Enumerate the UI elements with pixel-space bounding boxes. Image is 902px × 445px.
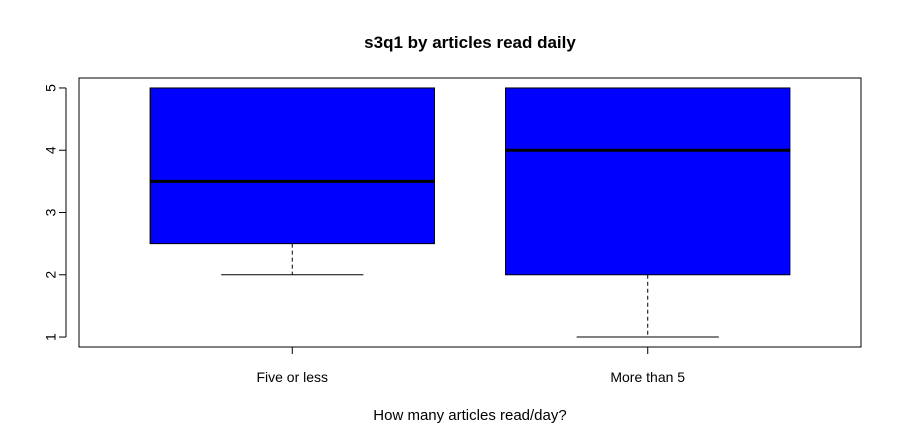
box-group — [505, 87, 791, 338]
x-tick-label: More than 5 — [610, 369, 685, 385]
x-axis: Five or less More than 5 — [256, 347, 685, 385]
y-tick-label: 4 — [43, 146, 59, 154]
y-axis: 1 2 3 4 5 — [43, 84, 67, 341]
y-tick-label: 3 — [43, 208, 59, 216]
boxes-layer — [149, 87, 791, 338]
x-tick-label: Five or less — [256, 369, 328, 385]
box-iqr — [149, 87, 435, 245]
box-group — [149, 87, 435, 276]
x-axis-label: How many articles read/day? — [373, 407, 566, 424]
plot-frame — [78, 77, 862, 348]
y-tick-label: 2 — [43, 271, 59, 279]
y-tick-label: 5 — [43, 84, 59, 92]
box-iqr — [505, 87, 791, 276]
chart-title: s3q1 by articles read daily — [364, 33, 576, 52]
y-tick-label: 1 — [43, 333, 59, 341]
